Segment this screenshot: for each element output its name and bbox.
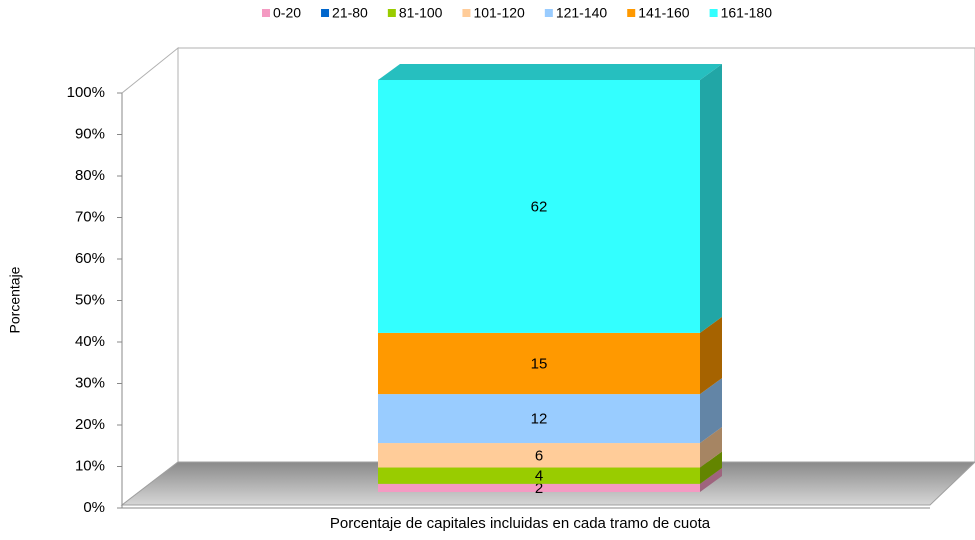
y-tick-label: 60% [75,250,105,267]
side-wall [121,46,179,507]
legend-swatch [627,9,636,17]
data-label: 62 [531,198,548,215]
legend-label: 141-160 [638,5,690,21]
y-tick-label: 0% [83,499,105,516]
bar-side [700,378,722,444]
legend-label: 121-140 [556,5,608,21]
data-label: 2 [535,480,543,497]
legend-label: 161-180 [721,5,773,21]
data-label: 6 [535,447,543,464]
data-label: 12 [531,411,548,428]
y-tick-label: 40% [75,333,105,350]
legend-swatch [321,9,330,17]
bar-segment [378,80,700,333]
y-tick-label: 90% [75,125,105,142]
bar-top [378,64,722,80]
legend-swatch [544,9,553,17]
bar-side [700,316,722,395]
bar-segment [378,394,700,444]
bar-side [700,427,722,468]
legend-swatch [387,9,396,17]
legend-label: 0-20 [273,5,301,21]
x-axis-title: Porcentaje de capitales incluidas en cad… [330,515,711,532]
legend-label: 101-120 [473,5,525,21]
bar-segment [378,483,700,492]
legend-swatch [709,9,718,17]
bar-segment [378,332,700,395]
y-tick-label: 20% [75,416,105,433]
y-tick-label: 80% [75,167,105,184]
bar-side [700,451,722,484]
y-tick-label: 70% [75,208,105,225]
legend-label: 81-100 [399,5,443,21]
bar-side [700,467,722,492]
y-tick-label: 100% [67,84,105,101]
bar-segment [378,443,700,468]
data-label: 15 [531,355,548,372]
data-label: 4 [535,468,543,485]
legend-swatch [462,9,471,17]
y-tick-label: 50% [75,291,105,308]
y-tick-label: 30% [75,374,105,391]
legend-label: 21-80 [332,5,368,21]
bar-segment [378,467,700,484]
legend-swatch [262,9,270,17]
y-axis-title: Porcentaje [7,266,23,333]
bar-side [700,64,722,333]
y-tick-label: 10% [75,457,105,474]
